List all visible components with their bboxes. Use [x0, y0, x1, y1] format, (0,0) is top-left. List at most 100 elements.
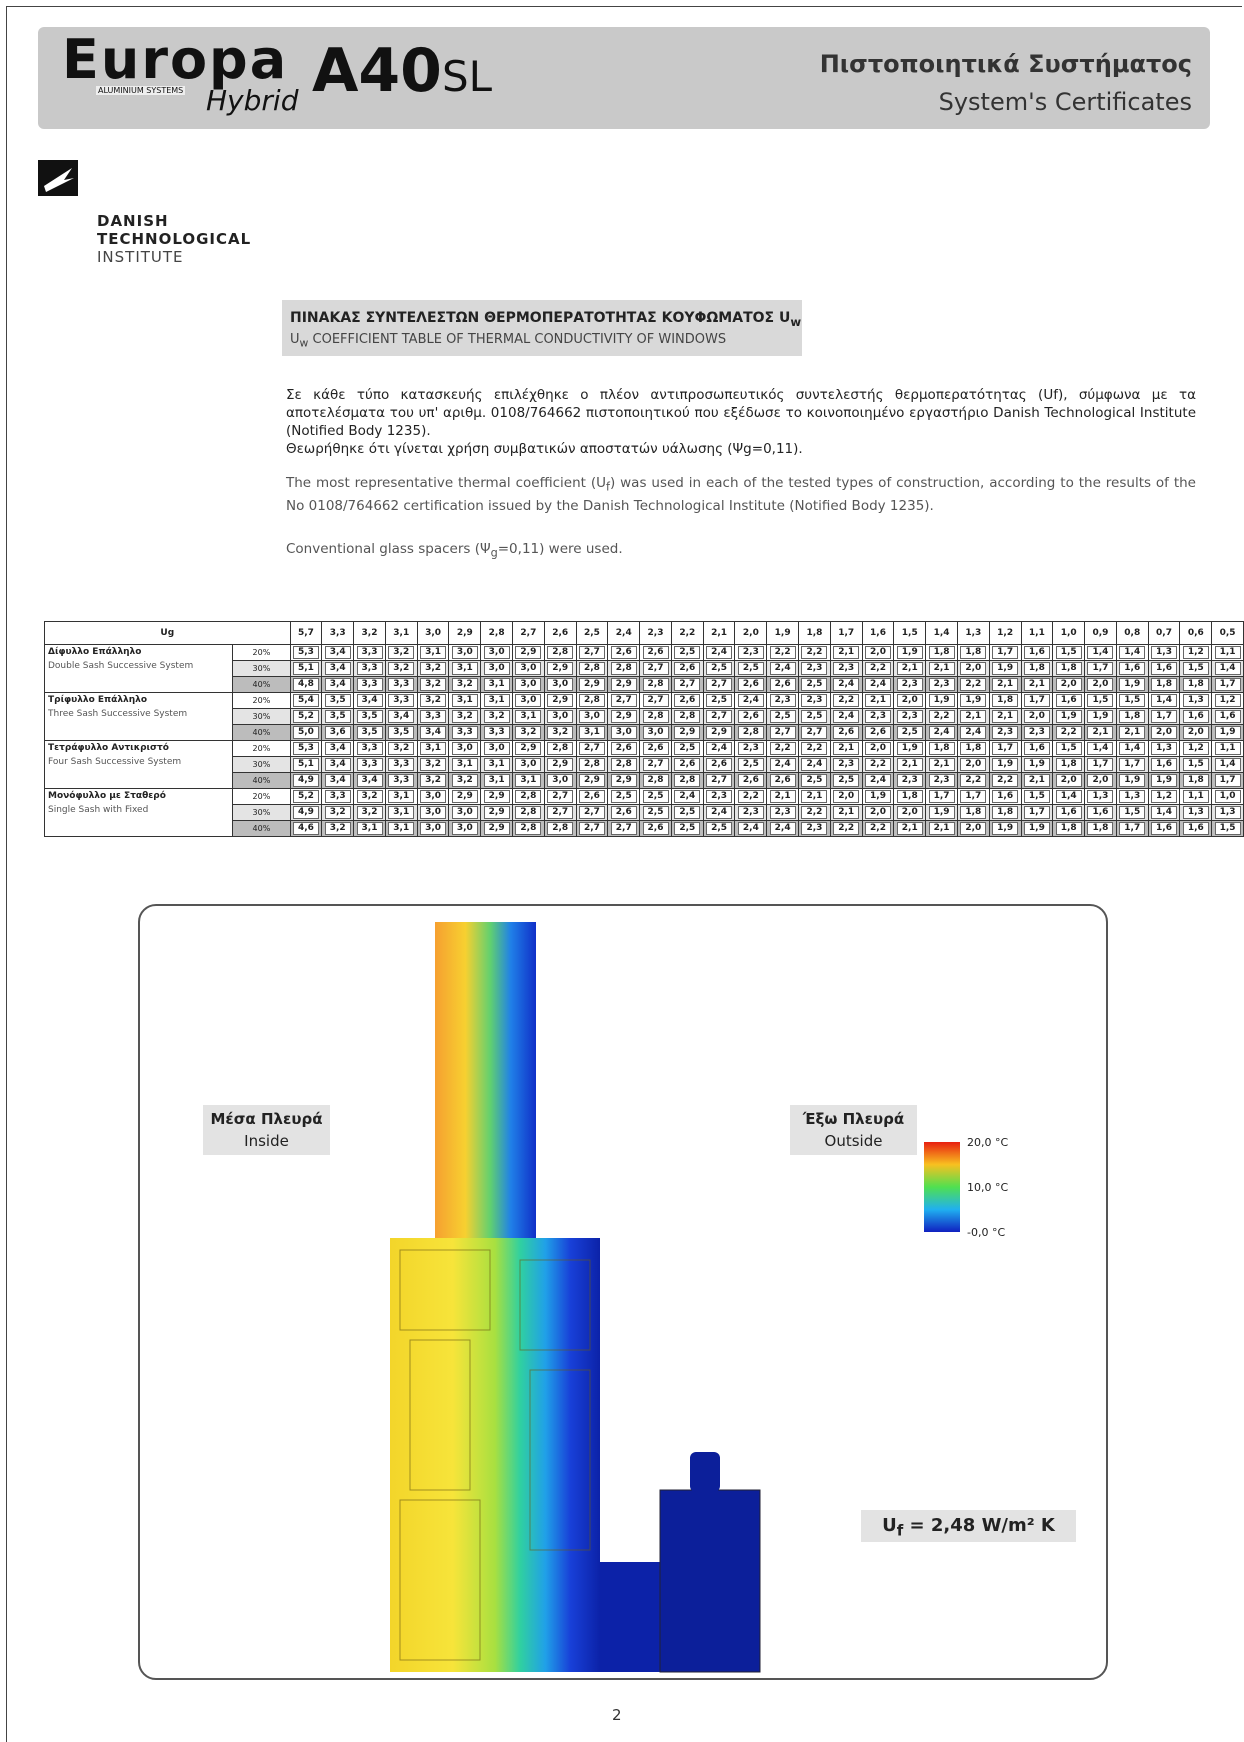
value-cell: 2,2 — [798, 804, 831, 821]
value-cell: 1,1 — [1179, 788, 1213, 805]
value: 3,5 — [324, 694, 351, 707]
value: 2,1 — [928, 758, 955, 771]
value-cell: 1,7 — [1115, 820, 1149, 837]
value-cell: 1,6 — [1147, 660, 1181, 677]
value-cell: 2,5 — [670, 804, 704, 821]
value-cell: 2,3 — [702, 788, 736, 805]
value: 2,3 — [928, 678, 955, 691]
value: 2,8 — [642, 710, 669, 723]
value: 2,1 — [896, 662, 923, 675]
value: 2,6 — [642, 742, 669, 755]
value: 1,8 — [960, 742, 987, 755]
value: 3,0 — [451, 822, 478, 835]
value-cell: 2,3 — [734, 804, 768, 821]
value-cell: 2,2 — [829, 820, 863, 837]
value: 1,5 — [1119, 694, 1146, 707]
value: 1,2 — [1151, 790, 1178, 803]
value-cell: 3,2 — [416, 676, 450, 693]
value: 2,5 — [706, 662, 733, 675]
value: 2,6 — [833, 726, 860, 739]
value-cell: 2,3 — [829, 756, 863, 773]
value: 2,8 — [610, 758, 637, 771]
value-cell: 2,1 — [988, 676, 1022, 693]
value: 2,2 — [960, 678, 987, 691]
value: 3,4 — [324, 774, 351, 787]
value: 1,7 — [928, 790, 955, 803]
value: 2,0 — [865, 646, 891, 659]
value-cell: 2,2 — [956, 772, 990, 789]
value: 2,3 — [896, 678, 923, 691]
value: 1,3 — [1182, 806, 1209, 819]
value: 2,3 — [928, 774, 955, 787]
value: 3,3 — [356, 758, 383, 771]
value: 3,1 — [483, 678, 510, 691]
value: 3,3 — [388, 758, 415, 771]
value-cell: 2,1 — [893, 820, 927, 837]
value: 2,5 — [642, 806, 669, 819]
value: 2,6 — [865, 726, 891, 739]
value: 1,2 — [1182, 646, 1209, 659]
value: 2,4 — [865, 774, 891, 787]
data-row: Τετράφυλλο Αντικριστό Four Sash Successiv… — [43, 740, 1244, 789]
value: 1,8 — [1023, 662, 1050, 675]
value-cell: 1,9 — [925, 804, 958, 821]
value: 2,3 — [992, 726, 1019, 739]
value-cell: 2,7 — [543, 804, 577, 821]
pct-cell: 20% — [232, 644, 291, 661]
value-cell: 2,9 — [670, 724, 704, 741]
text-piece: ΠΙΝΑΚΑΣ ΣΥΝΤΕΛΕΣΤΩΝ ΘΕΡΜΟΠΕΡΑΤΟΤΗΤΑΣ ΚΟΥ… — [290, 310, 791, 326]
value: 2,3 — [769, 694, 796, 707]
value-cell: 1,7 — [1147, 708, 1181, 725]
value-cell: 1,6 — [1147, 756, 1181, 773]
value-cell: 3,4 — [353, 692, 386, 709]
value: 2,5 — [674, 806, 701, 819]
figure-box — [138, 904, 1108, 1680]
value-cell: 3,3 — [353, 756, 386, 773]
value: 1,8 — [1087, 822, 1114, 835]
value: 1,1 — [1214, 646, 1241, 659]
value: 1,8 — [928, 742, 955, 755]
value-cell: 2,2 — [766, 644, 800, 661]
outside-label: Έξω Πλευρά Outside — [790, 1105, 917, 1155]
value: 2,5 — [706, 694, 733, 707]
value: 2,4 — [737, 822, 764, 835]
institute-line: INSTITUTE — [97, 248, 184, 266]
column-header: 1,3 — [956, 621, 990, 645]
value: 2,9 — [578, 678, 605, 691]
value-cell: 2,8 — [670, 708, 704, 725]
value: 2,1 — [769, 790, 796, 803]
value-cell: 2,0 — [1084, 772, 1117, 789]
value: 2,2 — [801, 742, 828, 755]
value-cell: 1,3 — [1147, 740, 1181, 757]
value-cell: 2,4 — [798, 756, 831, 773]
value-cell: 2,2 — [861, 660, 895, 677]
value: 3,1 — [483, 758, 510, 771]
value: 1,9 — [896, 646, 923, 659]
data-row: Δίφυλλο Επάλληλο Double Sash Successive S… — [43, 644, 1244, 693]
value-cell: 1,7 — [1084, 660, 1117, 677]
value-cell: 2,3 — [734, 740, 768, 757]
value-cell: 2,6 — [702, 756, 736, 773]
value: 1,5 — [1087, 694, 1114, 707]
value-cell: 1,8 — [1052, 820, 1086, 837]
value: 2,2 — [1055, 726, 1082, 739]
value: 2,0 — [1087, 774, 1114, 787]
value-cell: 2,0 — [893, 804, 927, 821]
column-header: 2,5 — [575, 621, 609, 645]
value: 2,3 — [801, 822, 828, 835]
value: 1,9 — [928, 694, 955, 707]
value-cell: 2,8 — [575, 692, 609, 709]
value: 2,0 — [1055, 678, 1082, 691]
value: 1,9 — [992, 822, 1019, 835]
value: 2,3 — [896, 774, 923, 787]
value-cell: 2,2 — [798, 644, 831, 661]
value: 1,8 — [1119, 710, 1146, 723]
subscript: f — [896, 1521, 904, 1540]
header-cell: Ug — [44, 621, 291, 645]
value: 2,6 — [610, 806, 637, 819]
value: 2,8 — [578, 662, 605, 675]
value: 1,5 — [1182, 662, 1209, 675]
value-cell: 2,2 — [766, 740, 800, 757]
value: 3,0 — [515, 694, 542, 707]
value: 3,4 — [324, 742, 351, 755]
